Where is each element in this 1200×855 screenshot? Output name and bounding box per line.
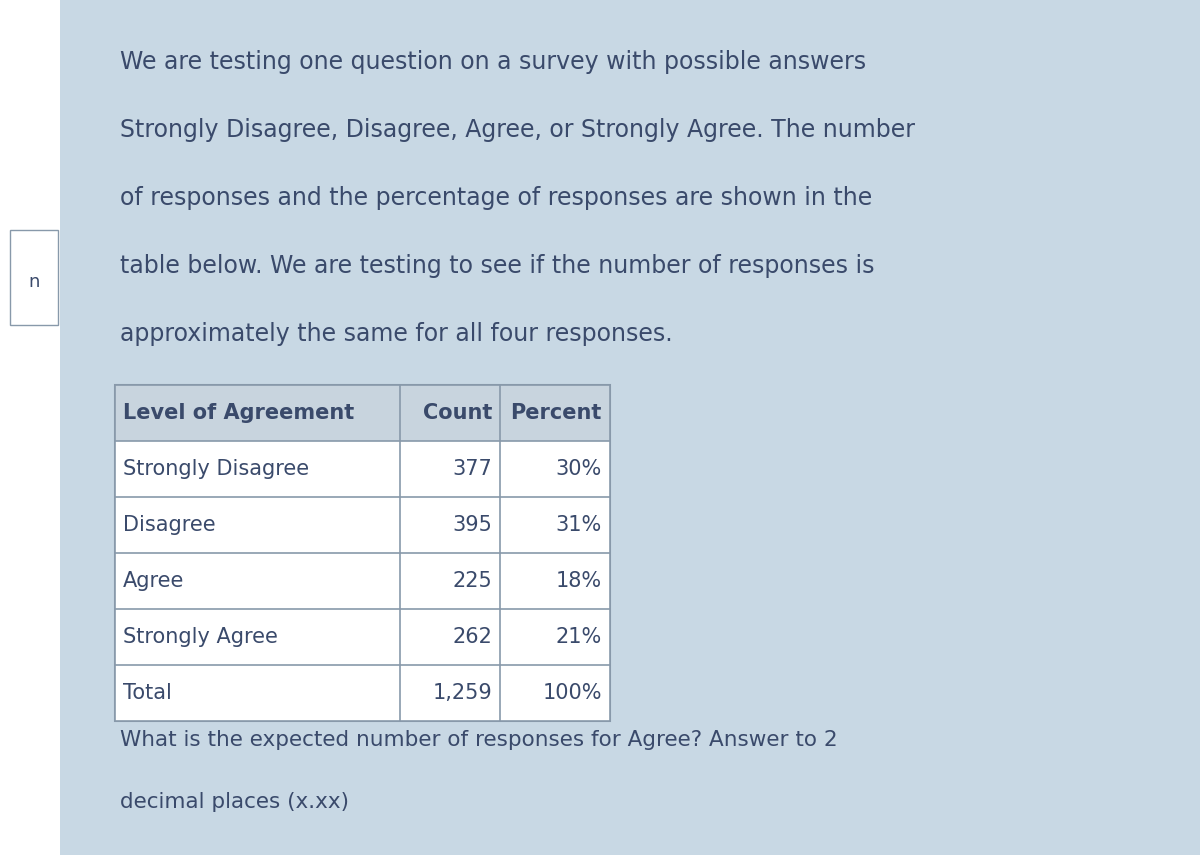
Text: 377: 377 — [452, 459, 492, 479]
Bar — [115, 665, 610, 721]
Text: 1,259: 1,259 — [432, 683, 492, 703]
Text: of responses and the percentage of responses are shown in the: of responses and the percentage of respo… — [120, 186, 872, 210]
Text: 225: 225 — [452, 571, 492, 591]
Bar — [115, 385, 610, 441]
Text: We are testing one question on a survey with possible answers: We are testing one question on a survey … — [120, 50, 866, 74]
Text: Strongly Agree: Strongly Agree — [124, 627, 278, 647]
Text: Strongly Disagree: Strongly Disagree — [124, 459, 310, 479]
Text: 21%: 21% — [556, 627, 602, 647]
Text: 18%: 18% — [556, 571, 602, 591]
Text: 262: 262 — [452, 627, 492, 647]
Text: 30%: 30% — [556, 459, 602, 479]
Bar — [115, 385, 610, 721]
Text: n: n — [29, 273, 40, 291]
Text: Disagree: Disagree — [124, 515, 216, 535]
Text: Strongly Disagree, Disagree, Agree, or Strongly Agree. The number: Strongly Disagree, Disagree, Agree, or S… — [120, 118, 916, 142]
Text: table below. We are testing to see if the number of responses is: table below. We are testing to see if th… — [120, 254, 875, 278]
Bar — [115, 553, 610, 609]
Text: Total: Total — [124, 683, 172, 703]
Text: 395: 395 — [452, 515, 492, 535]
Text: Agree: Agree — [124, 571, 185, 591]
Bar — [10, 230, 58, 325]
Text: Percent: Percent — [511, 403, 602, 423]
Text: decimal places (x.xx): decimal places (x.xx) — [120, 792, 349, 812]
Bar — [115, 609, 610, 665]
Bar — [0, 0, 60, 855]
Text: Level of Agreement: Level of Agreement — [124, 403, 354, 423]
Text: Count: Count — [422, 403, 492, 423]
Bar — [115, 441, 610, 497]
Text: 31%: 31% — [556, 515, 602, 535]
Text: What is the expected number of responses for Agree? Answer to 2: What is the expected number of responses… — [120, 730, 838, 750]
Text: approximately the same for all four responses.: approximately the same for all four resp… — [120, 322, 673, 346]
Bar — [115, 497, 610, 553]
Text: 100%: 100% — [542, 683, 602, 703]
